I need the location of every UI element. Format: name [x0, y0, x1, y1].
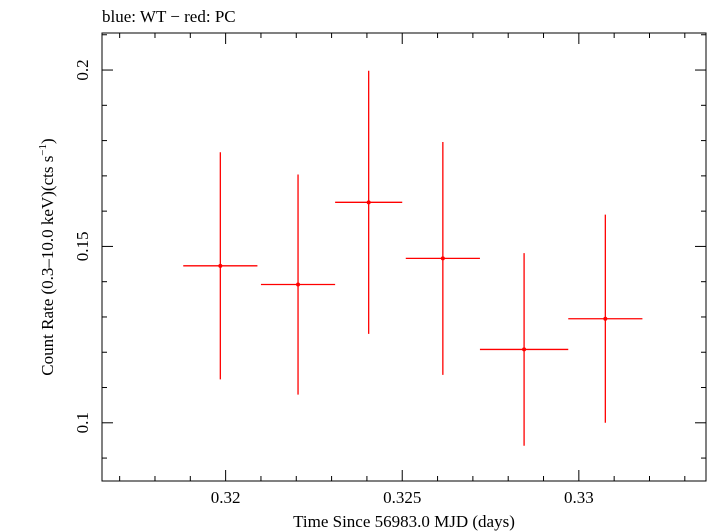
- data-point-group: [568, 214, 643, 423]
- data-point-marker: [218, 263, 223, 268]
- x-axis-label: Time Since 56983.0 MJD (days): [293, 512, 515, 531]
- plot-frame: [101, 32, 707, 482]
- data-point-marker: [440, 256, 445, 261]
- chart-title: blue: WT − red: PC: [102, 7, 236, 26]
- data-point-group: [405, 142, 480, 375]
- data-point-marker: [603, 316, 608, 321]
- y-axis-label-exponent: −1: [37, 144, 49, 156]
- data-point-group: [183, 152, 258, 380]
- data-point-group: [479, 253, 569, 446]
- y-axis-label-main: Count Rate (0.3–10.0 keV)(cts s: [38, 156, 57, 376]
- x-tick-label: 0.33: [564, 488, 594, 507]
- y-axis-ticks: 0.1 0.15 0.2: [73, 34, 706, 459]
- data-point-marker: [296, 282, 301, 287]
- y-axis-label-close: ): [38, 138, 57, 144]
- y-tick-label: 0.2: [73, 59, 92, 80]
- x-tick-label: 0.32: [211, 488, 241, 507]
- data-points: [183, 70, 643, 446]
- data-point-group: [335, 70, 403, 334]
- data-point-marker: [522, 347, 527, 352]
- x-axis-ticks: 0.32 0.325 0.33: [119, 33, 686, 507]
- data-point-group: [260, 174, 336, 395]
- y-tick-label: 0.1: [73, 412, 92, 433]
- data-point-marker: [366, 200, 371, 205]
- y-axis-label: Count Rate (0.3–10.0 keV)(cts s−1): [37, 138, 57, 375]
- x-tick-label: 0.325: [383, 488, 421, 507]
- y-tick-label: 0.15: [73, 232, 92, 262]
